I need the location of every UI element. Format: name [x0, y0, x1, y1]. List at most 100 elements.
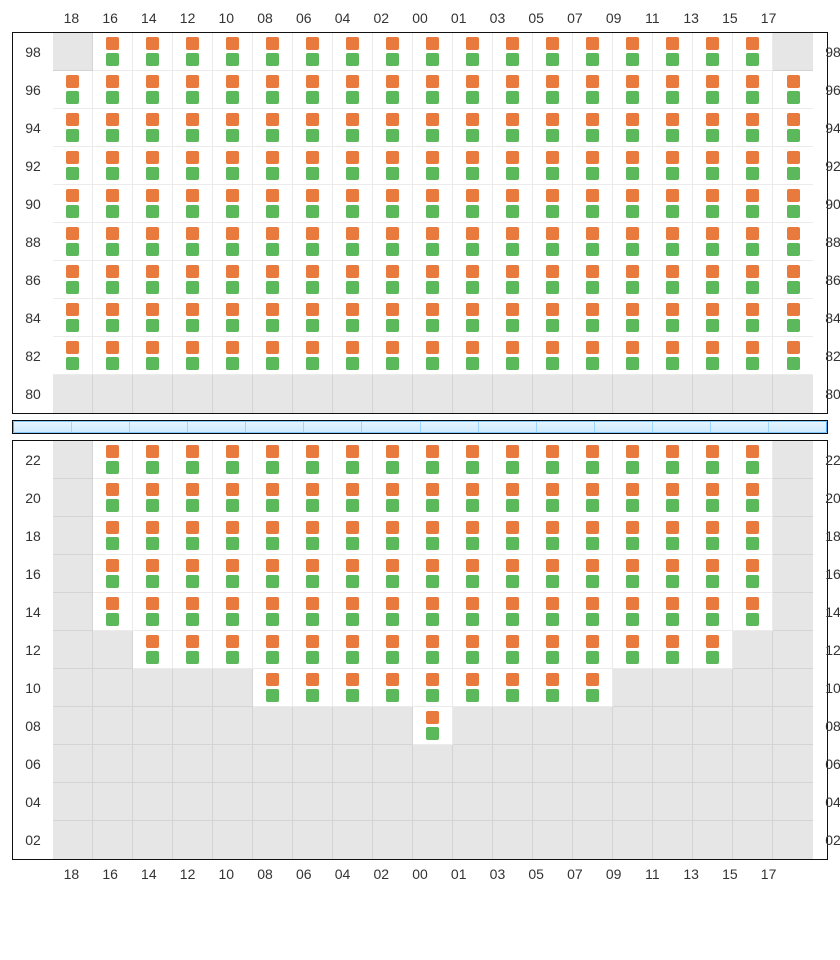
seat-cell[interactable] [333, 33, 373, 71]
seat-cell[interactable] [453, 261, 493, 299]
seat-cell[interactable] [733, 337, 773, 375]
seat-cell[interactable] [253, 147, 293, 185]
seat-cell[interactable] [333, 71, 373, 109]
seat-cell[interactable] [333, 223, 373, 261]
seat-cell[interactable] [453, 593, 493, 631]
seat-cell[interactable] [93, 223, 133, 261]
seat-cell[interactable] [493, 337, 533, 375]
seat-cell[interactable] [693, 33, 733, 71]
seat-cell[interactable] [293, 631, 333, 669]
seat-cell[interactable] [93, 337, 133, 375]
seat-cell[interactable] [53, 109, 93, 147]
seat-cell[interactable] [333, 555, 373, 593]
seat-cell[interactable] [493, 185, 533, 223]
seat-cell[interactable] [653, 555, 693, 593]
seat-cell[interactable] [613, 261, 653, 299]
seat-cell[interactable] [413, 223, 453, 261]
seat-cell[interactable] [493, 669, 533, 707]
seat-cell[interactable] [573, 261, 613, 299]
seat-cell[interactable] [413, 337, 453, 375]
seat-cell[interactable] [53, 147, 93, 185]
seat-cell[interactable] [293, 337, 333, 375]
seat-cell[interactable] [173, 593, 213, 631]
seat-cell[interactable] [453, 185, 493, 223]
seat-cell[interactable] [293, 147, 333, 185]
seat-cell[interactable] [333, 147, 373, 185]
seat-cell[interactable] [773, 261, 813, 299]
seat-cell[interactable] [533, 517, 573, 555]
seat-cell[interactable] [413, 147, 453, 185]
seat-cell[interactable] [293, 669, 333, 707]
seat-cell[interactable] [213, 109, 253, 147]
seat-cell[interactable] [693, 441, 733, 479]
seat-cell[interactable] [173, 185, 213, 223]
seat-cell[interactable] [213, 147, 253, 185]
seat-cell[interactable] [653, 631, 693, 669]
seat-cell[interactable] [213, 33, 253, 71]
seat-cell[interactable] [693, 631, 733, 669]
seat-cell[interactable] [93, 479, 133, 517]
seat-cell[interactable] [173, 109, 213, 147]
seat-cell[interactable] [133, 631, 173, 669]
seat-cell[interactable] [93, 555, 133, 593]
seat-cell[interactable] [493, 479, 533, 517]
seat-cell[interactable] [293, 33, 333, 71]
seat-cell[interactable] [253, 337, 293, 375]
seat-cell[interactable] [493, 517, 533, 555]
seat-cell[interactable] [133, 555, 173, 593]
seat-cell[interactable] [653, 71, 693, 109]
seat-cell[interactable] [413, 631, 453, 669]
seat-cell[interactable] [773, 299, 813, 337]
seat-cell[interactable] [693, 109, 733, 147]
seat-cell[interactable] [693, 593, 733, 631]
seat-cell[interactable] [333, 631, 373, 669]
seat-cell[interactable] [333, 337, 373, 375]
seat-cell[interactable] [653, 109, 693, 147]
seat-cell[interactable] [733, 261, 773, 299]
seat-cell[interactable] [533, 479, 573, 517]
seat-cell[interactable] [293, 71, 333, 109]
seat-cell[interactable] [573, 299, 613, 337]
seat-cell[interactable] [773, 185, 813, 223]
seat-cell[interactable] [333, 441, 373, 479]
seat-cell[interactable] [293, 223, 333, 261]
seat-cell[interactable] [453, 631, 493, 669]
seat-cell[interactable] [533, 147, 573, 185]
seat-cell[interactable] [453, 555, 493, 593]
seat-cell[interactable] [773, 71, 813, 109]
seat-cell[interactable] [333, 479, 373, 517]
seat-cell[interactable] [573, 185, 613, 223]
seat-cell[interactable] [533, 71, 573, 109]
seat-cell[interactable] [373, 441, 413, 479]
seat-cell[interactable] [693, 185, 733, 223]
seat-cell[interactable] [693, 555, 733, 593]
seat-cell[interactable] [93, 147, 133, 185]
seat-cell[interactable] [733, 299, 773, 337]
seat-cell[interactable] [573, 223, 613, 261]
seat-cell[interactable] [733, 517, 773, 555]
seat-cell[interactable] [453, 71, 493, 109]
seat-cell[interactable] [613, 337, 653, 375]
seat-cell[interactable] [93, 185, 133, 223]
seat-cell[interactable] [613, 555, 653, 593]
seat-cell[interactable] [573, 71, 613, 109]
seat-cell[interactable] [533, 109, 573, 147]
seat-cell[interactable] [693, 71, 733, 109]
seat-cell[interactable] [213, 299, 253, 337]
seat-cell[interactable] [93, 109, 133, 147]
seat-cell[interactable] [333, 261, 373, 299]
seat-cell[interactable] [493, 147, 533, 185]
seat-cell[interactable] [453, 299, 493, 337]
seat-cell[interactable] [573, 479, 613, 517]
seat-cell[interactable] [573, 517, 613, 555]
seat-cell[interactable] [573, 147, 613, 185]
seat-cell[interactable] [653, 441, 693, 479]
seat-cell[interactable] [93, 71, 133, 109]
seat-cell[interactable] [533, 669, 573, 707]
seat-cell[interactable] [613, 479, 653, 517]
seat-cell[interactable] [613, 223, 653, 261]
seat-cell[interactable] [453, 109, 493, 147]
seat-cell[interactable] [333, 109, 373, 147]
seat-cell[interactable] [213, 71, 253, 109]
seat-cell[interactable] [733, 555, 773, 593]
